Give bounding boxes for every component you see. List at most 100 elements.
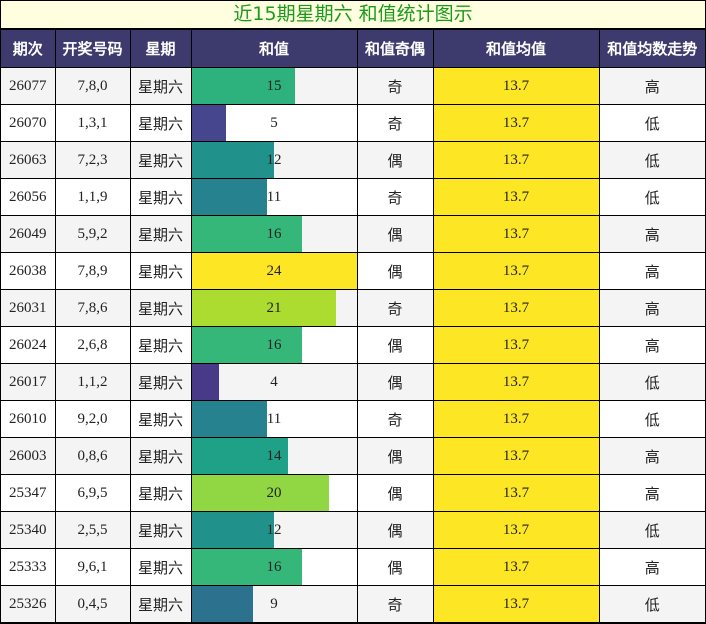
sum-value: 20 [266, 484, 282, 501]
trend-cell: 低 [598, 400, 705, 438]
sum-value: 24 [266, 262, 282, 279]
parity-cell: 偶 [356, 437, 434, 475]
avg-cell: 13.7 [432, 474, 600, 512]
avg-cell: 13.7 [432, 548, 600, 586]
weekday-cell: 星期六 [129, 67, 192, 105]
avg-cell: 13.7 [432, 511, 600, 549]
issue-cell: 26049 [1, 215, 56, 253]
numbers-cell: 1,1,2 [54, 363, 131, 401]
sum-cell: 14 [190, 437, 358, 475]
table-row: 25333 9,6,1 星期六 16 偶 13.7 高 [1, 548, 705, 586]
sum-value: 9 [270, 595, 278, 612]
weekday-cell: 星期六 [129, 104, 192, 142]
sum-cell: 24 [190, 252, 358, 290]
sum-value: 15 [266, 77, 282, 94]
sum-value: 11 [266, 188, 282, 205]
avg-cell: 13.7 [432, 437, 600, 475]
parity-cell: 偶 [356, 215, 434, 253]
trend-cell: 低 [598, 104, 705, 142]
weekday-cell: 星期六 [129, 289, 192, 327]
sum-cell: 16 [190, 326, 358, 364]
sum-cell: 9 [190, 585, 358, 623]
table-row: 26056 1,1,9 星期六 11 奇 13.7 低 [1, 178, 705, 216]
header-row: 期次 开奖号码 星期 和值 和值奇偶 和值均值 和值均数走势 [1, 30, 705, 68]
parity-cell: 偶 [356, 252, 434, 290]
issue-cell: 26010 [1, 400, 56, 438]
weekday-cell: 星期六 [129, 215, 192, 253]
issue-cell: 26038 [1, 252, 56, 290]
trend-cell: 高 [598, 437, 705, 475]
weekday-cell: 星期六 [129, 474, 192, 512]
sum-value: 11 [266, 410, 282, 427]
issue-cell: 26077 [1, 67, 56, 105]
weekday-cell: 星期六 [129, 437, 192, 475]
sum-cell: 16 [190, 215, 358, 253]
sum-value: 12 [266, 521, 282, 538]
issue-cell: 26063 [1, 141, 56, 179]
numbers-cell: 1,1,9 [54, 178, 131, 216]
sum-value: 16 [266, 558, 282, 575]
avg-cell: 13.7 [432, 585, 600, 623]
sum-bar [191, 364, 219, 400]
header-sum: 和值 [190, 30, 358, 68]
weekday-cell: 星期六 [129, 141, 192, 179]
table-row: 26017 1,1,2 星期六 4 偶 13.7 低 [1, 363, 705, 401]
sum-bar [191, 475, 329, 511]
trend-cell: 高 [598, 252, 705, 290]
parity-cell: 偶 [356, 141, 434, 179]
issue-cell: 25340 [1, 511, 56, 549]
numbers-cell: 7,8,0 [54, 67, 131, 105]
issue-cell: 26031 [1, 289, 56, 327]
table-row: 26003 0,8,6 星期六 14 偶 13.7 高 [1, 437, 705, 475]
avg-cell: 13.7 [432, 252, 600, 290]
sum-bar [191, 512, 274, 548]
trend-cell: 高 [598, 289, 705, 327]
sum-bar [191, 290, 336, 326]
table-row: 26010 9,2,0 星期六 11 奇 13.7 低 [1, 400, 705, 438]
parity-cell: 奇 [356, 67, 434, 105]
sum-cell: 11 [190, 178, 358, 216]
parity-cell: 偶 [356, 511, 434, 549]
numbers-cell: 9,2,0 [54, 400, 131, 438]
numbers-cell: 6,9,5 [54, 474, 131, 512]
table-row: 26024 2,6,8 星期六 16 偶 13.7 高 [1, 326, 705, 364]
sum-cell: 12 [190, 511, 358, 549]
sum-value: 16 [266, 225, 282, 242]
parity-cell: 奇 [356, 289, 434, 327]
avg-cell: 13.7 [432, 141, 600, 179]
header-trend: 和值均数走势 [598, 30, 705, 68]
issue-cell: 26056 [1, 178, 56, 216]
parity-cell: 奇 [356, 585, 434, 623]
sum-cell: 12 [190, 141, 358, 179]
issue-cell: 25347 [1, 474, 56, 512]
weekday-cell: 星期六 [129, 363, 192, 401]
trend-cell: 高 [598, 215, 705, 253]
issue-cell: 26017 [1, 363, 56, 401]
parity-cell: 偶 [356, 326, 434, 364]
weekday-cell: 星期六 [129, 511, 192, 549]
issue-cell: 26003 [1, 437, 56, 475]
table-title: 近15期星期六 和值统计图示 [1, 1, 705, 30]
sum-bar [191, 68, 295, 104]
numbers-cell: 2,6,8 [54, 326, 131, 364]
numbers-cell: 7,8,9 [54, 252, 131, 290]
avg-cell: 13.7 [432, 104, 600, 142]
numbers-cell: 9,6,1 [54, 548, 131, 586]
table-row: 26038 7,8,9 星期六 24 偶 13.7 高 [1, 252, 705, 290]
numbers-cell: 7,8,6 [54, 289, 131, 327]
table-row: 26031 7,8,6 星期六 21 奇 13.7 高 [1, 289, 705, 327]
avg-cell: 13.7 [432, 178, 600, 216]
trend-cell: 高 [598, 548, 705, 586]
sum-bar [191, 549, 302, 585]
sum-cell: 21 [190, 289, 358, 327]
parity-cell: 奇 [356, 178, 434, 216]
sum-bar [191, 401, 268, 437]
trend-cell: 低 [598, 141, 705, 179]
parity-cell: 偶 [356, 363, 434, 401]
stats-table: 期次 开奖号码 星期 和值 和值奇偶 和值均值 和值均数走势 26077 7,8,… [1, 30, 705, 623]
sum-value: 4 [270, 373, 278, 390]
avg-cell: 13.7 [432, 326, 600, 364]
sum-value: 21 [266, 299, 282, 316]
sum-value: 14 [266, 447, 282, 464]
